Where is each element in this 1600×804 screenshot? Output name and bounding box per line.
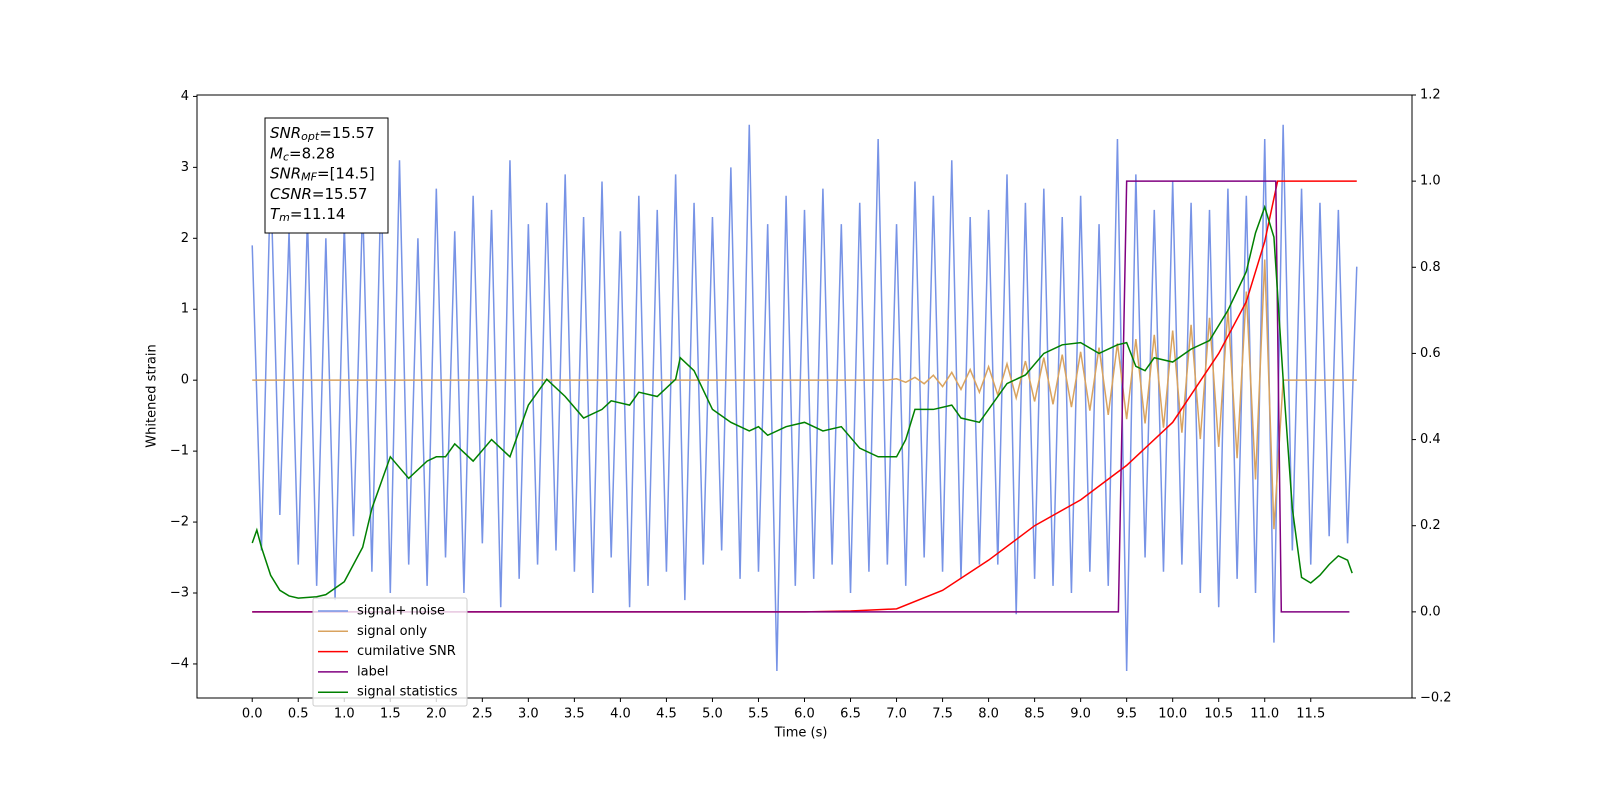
annotation-symbol: SNR xyxy=(270,124,301,142)
legend-label: signal+ noise xyxy=(357,604,445,619)
x-tick-label: 11.0 xyxy=(1250,707,1279,722)
x-tick-label: 6.0 xyxy=(794,707,815,722)
x-tick-label: 6.5 xyxy=(840,707,861,722)
annotation-subscript: opt xyxy=(301,130,320,143)
legend-label: signal statistics xyxy=(357,685,458,700)
y2-tick-label: 0.4 xyxy=(1420,432,1441,447)
annotation-frame xyxy=(264,117,389,234)
annotation-text: =15.57 xyxy=(312,184,368,202)
annotation-text: =15.57 xyxy=(319,124,375,142)
legend-frame xyxy=(312,597,468,707)
legend-label: signal only xyxy=(357,624,427,639)
annotation-text: =11.14 xyxy=(290,205,346,223)
x-tick-label: 11.5 xyxy=(1296,707,1325,722)
series-line xyxy=(251,124,1358,672)
legend-label: cumilative SNR xyxy=(357,644,456,659)
x-tick-label: 5.5 xyxy=(748,707,769,722)
y2-tick-label: 0.0 xyxy=(1420,604,1441,619)
annotation-symbol: T xyxy=(270,205,281,223)
x-tick-label: 8.5 xyxy=(1024,707,1045,722)
x-tick-label: 5.0 xyxy=(702,707,723,722)
y2-tick-label: 0.8 xyxy=(1420,260,1441,275)
annotation-subscript: m xyxy=(279,211,290,224)
annotation-line: Mc=8.28 xyxy=(270,144,335,164)
y2-tick-label: 1.0 xyxy=(1420,174,1441,189)
annotation-text: =[14.5] xyxy=(317,164,375,182)
annotation-symbol: SNR xyxy=(270,164,301,182)
legend: signal+ noise signal only cumilative SNR la… xyxy=(312,597,468,707)
x-tick-label: 10.5 xyxy=(1204,707,1233,722)
x-tick-label: 8.0 xyxy=(978,707,999,722)
annotation-symbol: M xyxy=(270,144,283,162)
x-tick-label: 0.5 xyxy=(288,707,309,722)
plot-area xyxy=(251,124,1358,672)
series-line xyxy=(252,180,1350,613)
y-tick-label: 3 xyxy=(181,160,189,175)
x-tick-label: 3.5 xyxy=(564,707,585,722)
x-tick-label: 2.0 xyxy=(426,707,447,722)
annotation-line: SNRopt=15.57 xyxy=(270,124,375,144)
y2-tick-label: 1.2 xyxy=(1420,88,1441,103)
y2-tick-label: 0.2 xyxy=(1420,518,1441,533)
x-tick-label: 0.0 xyxy=(242,707,263,722)
annotation-line: Tm=11.14 xyxy=(270,205,345,225)
x-tick-label: 4.0 xyxy=(610,707,631,722)
annotation-subscript: MF xyxy=(301,171,317,184)
x-axis-label: Time (s) xyxy=(774,726,828,741)
x-tick-label: 4.5 xyxy=(656,707,677,722)
x-tick-label: 7.5 xyxy=(932,707,953,722)
x-tick-label: 1.0 xyxy=(334,707,355,722)
x-tick-label: 2.5 xyxy=(472,707,493,722)
annotation-line: SNRMF=[14.5] xyxy=(270,164,375,184)
y-tick-label: 1 xyxy=(181,302,189,317)
y2-tick-label: 0.6 xyxy=(1420,346,1441,361)
x-tick-label: 9.0 xyxy=(1070,707,1091,722)
series-line xyxy=(252,180,1357,613)
y-axis-label: Whitened strain xyxy=(145,344,160,447)
x-tick-label: 7.0 xyxy=(886,707,907,722)
legend-label: label xyxy=(357,664,388,679)
y2-tick-label: −0.2 xyxy=(1420,691,1452,706)
annotation-box: SNRopt=15.57Mc=8.28SNRMF=[14.5]CSNR=15.5… xyxy=(264,117,389,234)
y-tick-label: −3 xyxy=(170,586,189,601)
x-tick-label: 3.0 xyxy=(518,707,539,722)
annotation-symbol: CSNR xyxy=(270,184,312,202)
y-tick-label: 0 xyxy=(181,373,189,388)
annotation-text: =8.28 xyxy=(289,144,335,162)
x-tick-label: 10.0 xyxy=(1158,707,1187,722)
annotation-subscript: c xyxy=(283,150,289,163)
y-tick-label: 2 xyxy=(181,231,189,246)
series-line xyxy=(251,204,1353,599)
x-tick-label: 9.5 xyxy=(1116,707,1137,722)
y-tick-label: −2 xyxy=(170,515,189,530)
y-tick-label: 4 xyxy=(181,89,189,104)
x-tick-label: 1.5 xyxy=(380,707,401,722)
series-line xyxy=(252,259,1357,530)
annotation-line: CSNR=15.57 xyxy=(270,184,367,202)
y-tick-label: −1 xyxy=(170,444,189,459)
y-tick-label: −4 xyxy=(170,656,189,671)
